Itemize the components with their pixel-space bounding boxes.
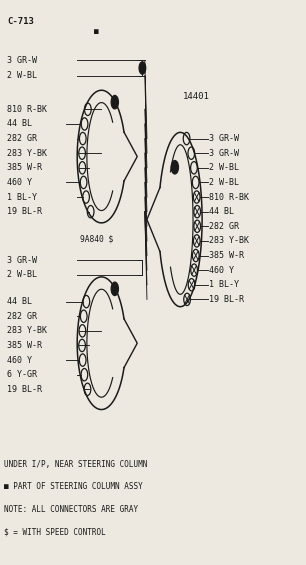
Text: 9A840 $: 9A840 $	[80, 234, 114, 243]
Text: 810 R-BK: 810 R-BK	[209, 193, 249, 202]
Text: $ = WITH SPEED CONTROL: $ = WITH SPEED CONTROL	[4, 527, 106, 536]
Text: 810 R-BK: 810 R-BK	[7, 105, 47, 114]
Text: 283 Y-BK: 283 Y-BK	[7, 327, 47, 336]
Text: 2 W-BL: 2 W-BL	[209, 163, 239, 172]
Circle shape	[139, 62, 146, 74]
Text: 14401: 14401	[183, 93, 210, 102]
Text: 19 BL-R: 19 BL-R	[7, 207, 43, 216]
Text: 19 BL-R: 19 BL-R	[7, 385, 43, 394]
Circle shape	[111, 282, 118, 295]
Text: 3 GR-W: 3 GR-W	[7, 56, 37, 65]
Text: 3 GR-W: 3 GR-W	[7, 255, 37, 264]
Circle shape	[111, 95, 118, 109]
Text: 44 BL: 44 BL	[7, 119, 32, 128]
Text: 282 GR: 282 GR	[209, 222, 239, 231]
Text: 283 Y-BK: 283 Y-BK	[7, 149, 47, 158]
Text: ■ PART OF STEERING COLUMN ASSY: ■ PART OF STEERING COLUMN ASSY	[4, 482, 143, 491]
Text: 385 W-R: 385 W-R	[7, 341, 43, 350]
Text: 19 BL-R: 19 BL-R	[209, 295, 244, 304]
Text: 282 GR: 282 GR	[7, 134, 37, 143]
Text: 385 W-R: 385 W-R	[209, 251, 244, 260]
Text: 460 Y: 460 Y	[209, 266, 234, 275]
Text: C-713: C-713	[7, 17, 34, 26]
Circle shape	[171, 160, 178, 174]
Text: 3 GR-W: 3 GR-W	[209, 149, 239, 158]
Text: 1 BL-Y: 1 BL-Y	[7, 193, 37, 202]
Text: 6 Y-GR: 6 Y-GR	[7, 370, 37, 379]
Text: 283 Y-BK: 283 Y-BK	[209, 236, 249, 245]
Text: 2 W-BL: 2 W-BL	[209, 178, 239, 187]
Text: 460 Y: 460 Y	[7, 178, 32, 187]
Text: 385 W-R: 385 W-R	[7, 163, 43, 172]
Text: ■: ■	[94, 27, 99, 36]
Text: 44 BL: 44 BL	[7, 297, 32, 306]
Text: 460 Y: 460 Y	[7, 355, 32, 364]
Text: NOTE: ALL CONNECTORS ARE GRAY: NOTE: ALL CONNECTORS ARE GRAY	[4, 505, 139, 514]
Text: 1 BL-Y: 1 BL-Y	[209, 280, 239, 289]
Text: 2 W-BL: 2 W-BL	[7, 71, 37, 80]
Text: 2 W-BL: 2 W-BL	[7, 270, 37, 279]
Text: UNDER I/P, NEAR STEERING COLUMN: UNDER I/P, NEAR STEERING COLUMN	[4, 459, 148, 468]
Text: 282 GR: 282 GR	[7, 312, 37, 321]
Text: 44 BL: 44 BL	[209, 207, 234, 216]
Text: 3 GR-W: 3 GR-W	[209, 134, 239, 143]
